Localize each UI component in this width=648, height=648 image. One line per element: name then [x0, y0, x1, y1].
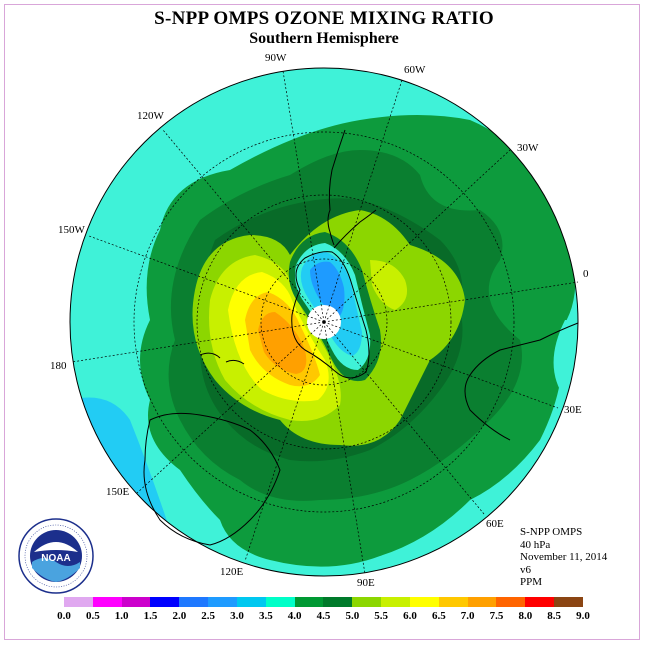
field-35-east	[553, 320, 578, 390]
coast-australia	[143, 412, 281, 546]
coastlines	[143, 129, 579, 546]
meridian-30E	[323, 321, 559, 409]
colorbar-swatch	[179, 597, 209, 607]
colorbar-tick-label: 9.0	[576, 610, 590, 622]
meridian-120W	[162, 129, 325, 323]
colorbar-swatch	[208, 597, 237, 607]
colorbar-swatch	[121, 597, 151, 607]
meridian-150W	[88, 235, 325, 323]
coast-antarctic-peninsula	[333, 209, 377, 249]
colorbar-tick-label: 6.0	[403, 610, 417, 622]
colorbar-tick-label: 1.0	[114, 610, 129, 622]
meridian-60E	[323, 321, 485, 515]
coast-antarctica	[291, 251, 370, 379]
colorbar-tick-label: 5.5	[374, 610, 389, 622]
info-date: November 11, 2014	[520, 551, 608, 564]
meridian-180	[71, 321, 325, 363]
latitude-circle-2	[196, 194, 452, 450]
colorbar-tick-label: 0.0	[57, 610, 71, 622]
field-75	[258, 312, 307, 374]
figure-frame	[4, 4, 640, 640]
field-60-east	[370, 260, 408, 310]
colorbar-swatch	[294, 597, 324, 607]
map-title: S-NPP OMPS OZONE MIXING RATIO	[154, 8, 494, 29]
colorbar-swatch	[438, 597, 468, 607]
info-level: 40 hPa	[520, 538, 551, 551]
colorbar-tick-label: 3.5	[258, 610, 273, 622]
coast-new-zealand	[199, 352, 245, 365]
colorbar-swatch	[467, 597, 497, 607]
colorbar-swatch	[409, 597, 439, 607]
lon-label-90W: 90W	[265, 52, 287, 64]
vortex-25	[310, 261, 345, 316]
colorbar-tick-label: 6.5	[431, 610, 446, 622]
colorbar-swatch	[64, 597, 93, 607]
colorbar-swatch	[150, 597, 180, 607]
lon-label-0: 0	[583, 268, 589, 280]
colorbar-tick-label: 7.5	[489, 610, 504, 622]
coast-africa	[464, 322, 579, 441]
colorbar-swatch	[525, 597, 555, 607]
info-block: S-NPP OMPS 40 hPa November 11, 2014 v6 P…	[520, 526, 607, 589]
colorbar-tick-label: 0.5	[85, 610, 100, 622]
colorbar-tick-label: 1.5	[143, 610, 158, 622]
info-instrument: S-NPP OMPS	[520, 526, 583, 538]
colorbar-swatch	[92, 597, 122, 607]
lon-label-150E: 150E	[106, 486, 130, 498]
colorbar-tick-label: 4.5	[316, 610, 331, 622]
colorbar	[64, 597, 583, 607]
colorbar-swatch	[554, 597, 583, 607]
lon-label-150W: 150W	[58, 224, 85, 236]
lon-label-90E: 90E	[357, 577, 375, 589]
lon-label-30E: 30E	[564, 404, 582, 416]
meridian-90E	[323, 321, 366, 575]
ozone-field	[70, 68, 578, 576]
info-version: v6	[520, 563, 531, 576]
colorbar-swatch	[381, 597, 410, 607]
lon-label-60W: 60W	[404, 64, 426, 76]
latitude-circle-1	[260, 258, 388, 386]
lon-label-30W: 30W	[517, 142, 539, 154]
colorbar-tick-label: 5.0	[345, 610, 360, 622]
colorbar-tick-label: 2.0	[172, 610, 187, 622]
colorbar-tick-label: 8.0	[518, 610, 533, 622]
colorbar-tick-label: 3.0	[230, 610, 244, 622]
meridian-120E	[244, 321, 325, 562]
lon-label-180: 180	[50, 360, 67, 372]
map-subtitle: Southern Hemisphere	[249, 30, 399, 47]
colorbar-swatch	[265, 597, 295, 607]
info-units: PPM	[520, 576, 543, 589]
colorbar-tick-label: 4.0	[287, 610, 302, 622]
lon-label-60E: 60E	[486, 518, 504, 530]
colorbar-tick-label: 8.5	[547, 610, 562, 622]
colorbar-swatch	[352, 597, 382, 607]
colorbar-swatch	[496, 597, 526, 607]
latitude-circle-3	[133, 131, 515, 513]
colorbar-ticks: 0.0 0.5 1.0 1.5 2.0 2.5 3.0 3.5 4.0 4.5 5.0 5.5 6.0 6…	[0, 610, 648, 624]
graticule	[71, 70, 579, 575]
logo-text: NOAA	[41, 553, 70, 564]
map-boundary	[69, 67, 579, 577]
colorbar-tick-label: 2.5	[201, 610, 216, 622]
pole-marker	[322, 320, 326, 324]
coast-south-america	[327, 129, 346, 246]
colorbar-swatch	[323, 597, 353, 607]
colorbar-tick-label: 7.0	[460, 610, 475, 622]
lon-label-120E: 120E	[220, 566, 244, 578]
noaa-logo: NOAA	[18, 518, 94, 594]
meridian-0	[323, 281, 579, 323]
lon-label-120W: 120W	[137, 110, 164, 122]
colorbar-swatch	[236, 597, 266, 607]
